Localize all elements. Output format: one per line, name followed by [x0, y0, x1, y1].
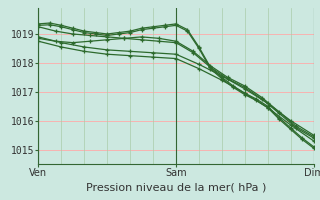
X-axis label: Pression niveau de la mer( hPa ): Pression niveau de la mer( hPa ) [86, 182, 266, 192]
